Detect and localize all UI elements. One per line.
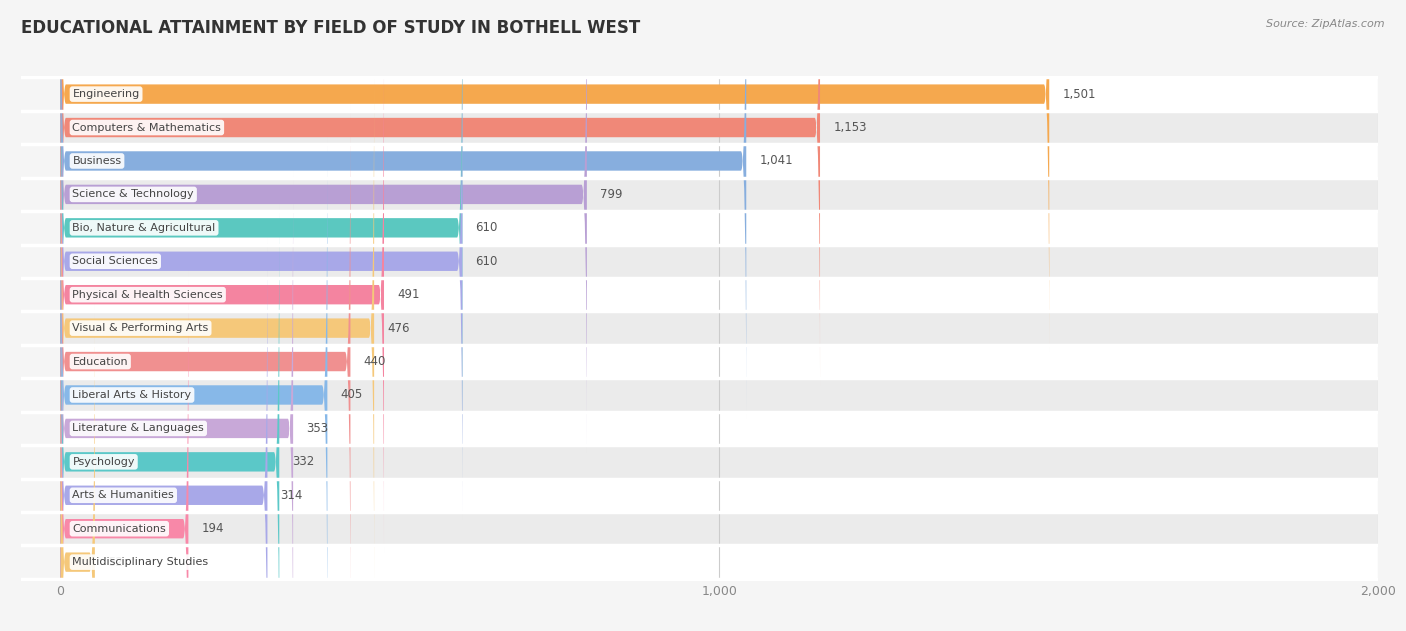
Text: Engineering: Engineering — [73, 89, 139, 99]
FancyBboxPatch shape — [60, 0, 463, 486]
Text: Arts & Humanities: Arts & Humanities — [73, 490, 174, 500]
Text: 1,041: 1,041 — [759, 155, 793, 167]
Text: 440: 440 — [364, 355, 387, 368]
Text: EDUCATIONAL ATTAINMENT BY FIELD OF STUDY IN BOTHELL WEST: EDUCATIONAL ATTAINMENT BY FIELD OF STUDY… — [21, 19, 640, 37]
FancyBboxPatch shape — [60, 237, 267, 631]
Text: 610: 610 — [475, 221, 498, 234]
Text: 799: 799 — [600, 188, 623, 201]
FancyBboxPatch shape — [60, 545, 1378, 579]
FancyBboxPatch shape — [60, 170, 292, 631]
Text: Psychology: Psychology — [73, 457, 135, 467]
FancyBboxPatch shape — [60, 144, 1378, 178]
Text: Source: ZipAtlas.com: Source: ZipAtlas.com — [1267, 19, 1385, 29]
Text: 405: 405 — [340, 389, 363, 401]
Text: Liberal Arts & History: Liberal Arts & History — [73, 390, 191, 400]
Text: Visual & Performing Arts: Visual & Performing Arts — [73, 323, 208, 333]
FancyBboxPatch shape — [60, 445, 1378, 478]
FancyBboxPatch shape — [60, 178, 1378, 211]
FancyBboxPatch shape — [60, 0, 820, 386]
FancyBboxPatch shape — [60, 411, 1378, 445]
FancyBboxPatch shape — [60, 0, 747, 419]
FancyBboxPatch shape — [60, 512, 1378, 545]
FancyBboxPatch shape — [60, 137, 328, 631]
FancyBboxPatch shape — [60, 0, 586, 452]
FancyBboxPatch shape — [60, 204, 280, 631]
Text: 610: 610 — [475, 255, 498, 268]
Text: Science & Technology: Science & Technology — [73, 189, 194, 199]
Text: Computers & Mathematics: Computers & Mathematics — [73, 122, 221, 133]
Text: Multidisciplinary Studies: Multidisciplinary Studies — [73, 557, 208, 567]
Text: 332: 332 — [292, 456, 315, 468]
Text: Business: Business — [73, 156, 121, 166]
Text: Literature & Languages: Literature & Languages — [73, 423, 204, 433]
FancyBboxPatch shape — [60, 71, 374, 586]
Text: Social Sciences: Social Sciences — [73, 256, 159, 266]
Text: 194: 194 — [201, 522, 224, 535]
Text: Education: Education — [73, 357, 128, 367]
Text: 491: 491 — [396, 288, 419, 301]
Text: 1,501: 1,501 — [1063, 88, 1095, 100]
FancyBboxPatch shape — [60, 271, 188, 631]
FancyBboxPatch shape — [60, 245, 1378, 278]
FancyBboxPatch shape — [60, 304, 94, 631]
Text: Bio, Nature & Agricultural: Bio, Nature & Agricultural — [73, 223, 215, 233]
FancyBboxPatch shape — [60, 378, 1378, 411]
FancyBboxPatch shape — [60, 478, 1378, 512]
Text: 476: 476 — [387, 322, 409, 334]
FancyBboxPatch shape — [60, 104, 350, 619]
FancyBboxPatch shape — [60, 78, 1378, 111]
FancyBboxPatch shape — [60, 0, 1049, 352]
FancyBboxPatch shape — [60, 111, 1378, 144]
FancyBboxPatch shape — [60, 278, 1378, 312]
FancyBboxPatch shape — [60, 37, 384, 552]
FancyBboxPatch shape — [60, 345, 1378, 378]
FancyBboxPatch shape — [60, 4, 463, 519]
Text: 353: 353 — [307, 422, 329, 435]
Text: Physical & Health Sciences: Physical & Health Sciences — [73, 290, 224, 300]
Text: 314: 314 — [281, 489, 302, 502]
FancyBboxPatch shape — [60, 312, 1378, 345]
Text: 1,153: 1,153 — [834, 121, 866, 134]
Text: Communications: Communications — [73, 524, 166, 534]
Text: 52: 52 — [108, 556, 122, 569]
FancyBboxPatch shape — [60, 211, 1378, 245]
